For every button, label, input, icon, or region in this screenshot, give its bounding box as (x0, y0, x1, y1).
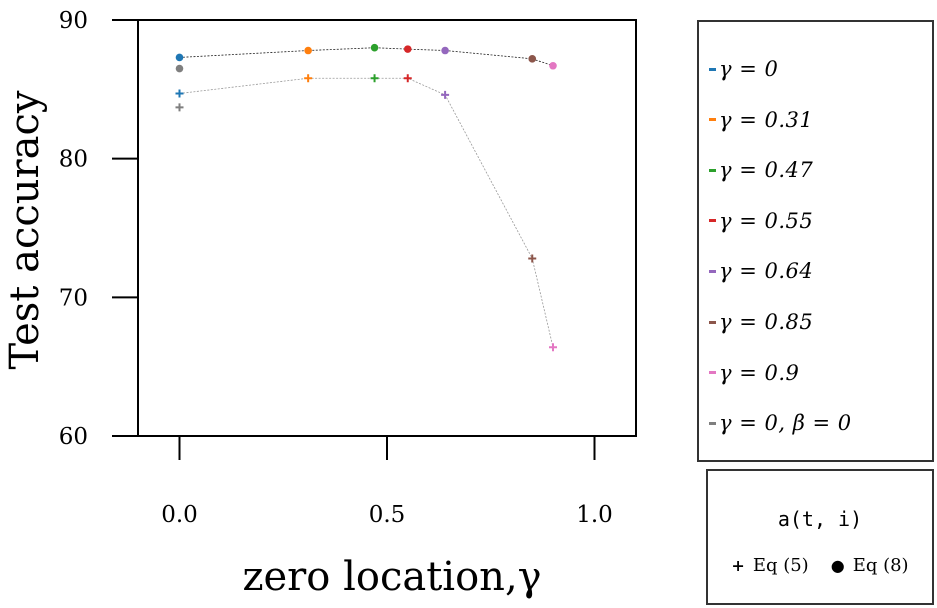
legend-swatch (709, 168, 716, 172)
dot-point-2 (370, 43, 379, 52)
legend-swatch (709, 67, 716, 71)
data-marks (175, 43, 557, 352)
legend-label: γ = 0.64 (719, 259, 814, 284)
y-axis-label: Test accuracy (2, 90, 48, 369)
baseline-point-plus (175, 103, 184, 112)
marker-legend-title: a(t, i) (777, 507, 863, 531)
plus-point-3 (403, 74, 412, 83)
x-tick-label-2: 1.0 (576, 502, 613, 528)
legend-swatch (709, 118, 716, 122)
legend-label: γ = 0.47 (719, 158, 814, 183)
x-tick-label-1: 0.5 (369, 502, 406, 528)
legend-item-0: γ = 0 (709, 54, 778, 84)
plus-marker-icon: + (731, 556, 745, 575)
x-tick-label-0: 0.0 (161, 502, 198, 528)
dot-point-6 (549, 61, 557, 70)
legend: γ = 0 γ = 0.31 γ = 0.47 γ = 0.55 γ = 0.64 γ =… (697, 20, 934, 462)
legend-label: γ = 0.55 (719, 208, 814, 233)
y-tick-label-1: 70 (59, 285, 88, 311)
dot-point-4 (441, 46, 449, 55)
plus-point-4 (441, 90, 450, 99)
legend-swatch (709, 320, 716, 324)
marker-legend-dot-label: Eq (8) (852, 555, 909, 576)
plus-point-6 (549, 343, 557, 352)
y-tick-label-0: 60 (59, 424, 88, 450)
legend-item-7: γ = 0, β = 0 (709, 408, 852, 438)
legend-swatch (709, 371, 716, 375)
plus-point-1 (304, 74, 313, 83)
dot-point-3 (403, 45, 412, 53)
marker-legend: a(t, i) + Eq (5) ● Eq (8) (706, 469, 934, 605)
baseline-point-dot (175, 64, 184, 73)
legend-item-2: γ = 0.47 (709, 155, 813, 185)
plot-frame (137, 19, 637, 437)
legend-item-4: γ = 0.64 (709, 256, 813, 286)
marker-legend-row: + Eq (5) ● Eq (8) (708, 555, 932, 576)
marker-legend-plus-label: Eq (5) (752, 555, 809, 576)
y-tick-label-3: 90 (59, 8, 88, 34)
legend-item-3: γ = 0.55 (709, 206, 813, 236)
legend-item-6: γ = 0.9 (709, 358, 799, 388)
legend-swatch (709, 269, 716, 273)
legend-label: γ = 0 (719, 57, 779, 81)
legend-item-5: γ = 0.85 (709, 307, 813, 337)
legend-label: γ = 0, β = 0 (719, 411, 852, 436)
legend-label: γ = 0.85 (719, 310, 814, 334)
legend-label: γ = 0.31 (719, 107, 814, 132)
dot-point-0 (175, 53, 184, 62)
plus-point-5 (528, 254, 537, 263)
y-tick-label-2: 80 (59, 147, 88, 173)
x-axis-label: zero location,γ (242, 554, 541, 600)
dot-point-1 (304, 46, 312, 55)
y-axis: 60 70 80 90 (59, 8, 138, 450)
dot-point-5 (528, 55, 537, 63)
plus-point-2 (370, 74, 379, 83)
legend-label: γ = 0.9 (719, 360, 800, 385)
plus-point-0 (175, 89, 184, 98)
x-axis: 0.0 0.5 1.0 (161, 436, 613, 528)
dot-marker-icon: ● (830, 556, 845, 575)
legend-swatch (709, 219, 716, 223)
legend-item-1: γ = 0.31 (709, 105, 813, 135)
legend-swatch (709, 421, 716, 425)
